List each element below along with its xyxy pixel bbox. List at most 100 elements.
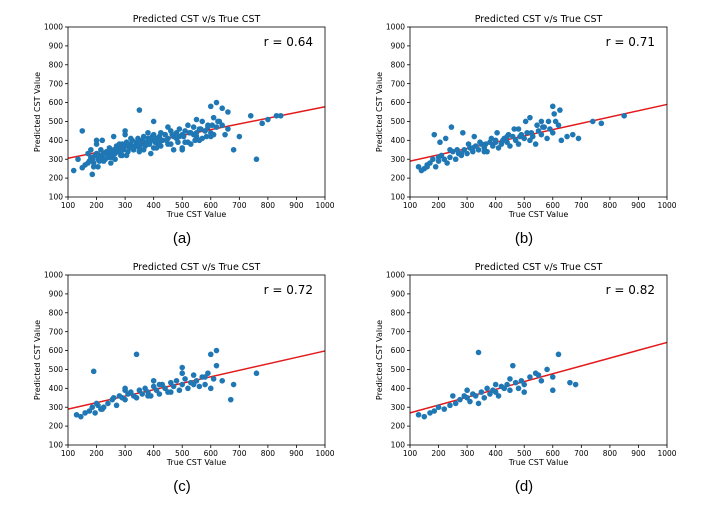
x-tick-label: 300 (460, 201, 475, 210)
y-tick-label: 900 (49, 289, 64, 298)
data-point (222, 131, 228, 138)
data-point (106, 154, 113, 161)
scatter-points (415, 103, 627, 174)
y-tick-label: 300 (391, 155, 406, 164)
data-point (504, 133, 510, 140)
data-point (442, 135, 449, 142)
y-tick-label: 300 (49, 155, 64, 164)
data-point (122, 396, 128, 403)
data-point (524, 129, 530, 136)
data-point (521, 381, 528, 388)
x-tick-label: 100 (61, 449, 76, 458)
data-point (158, 143, 164, 149)
y-tick-label: 600 (391, 346, 406, 355)
data-point (544, 135, 550, 142)
data-point (190, 124, 197, 130)
y-tick-label: 600 (49, 346, 64, 355)
data-point (90, 160, 97, 166)
y-tick-label: 700 (49, 327, 64, 336)
data-point (100, 158, 107, 164)
correlation-annotation: r = 0.82 (606, 283, 655, 297)
data-point (219, 105, 225, 112)
data-point (557, 107, 563, 113)
data-point (133, 351, 140, 358)
data-point (176, 387, 183, 394)
x-tick-label: 100 (61, 201, 76, 210)
data-point (158, 129, 164, 136)
correlation-annotation: r = 0.72 (264, 283, 313, 297)
data-point (236, 133, 243, 140)
data-point (150, 377, 157, 384)
plot-frame (67, 26, 326, 198)
x-tick-label: 900 (631, 449, 646, 458)
data-point (205, 124, 211, 130)
data-point (475, 400, 482, 407)
data-point (472, 393, 479, 399)
data-point (202, 374, 208, 380)
data-point (521, 135, 528, 142)
data-point (253, 156, 260, 163)
data-point (96, 152, 103, 159)
data-point (431, 131, 438, 138)
y-axis-label: Predicted CST Value (375, 320, 384, 400)
data-point (273, 112, 280, 119)
chart-title: Predicted CST v/s True CST (475, 14, 603, 25)
data-point (515, 141, 522, 147)
y-tick-label: 1000 (44, 23, 63, 32)
panel-label: (b) (515, 230, 533, 247)
data-point (555, 351, 562, 358)
data-point (452, 156, 459, 163)
y-tick-label: 700 (391, 327, 406, 336)
data-point (179, 364, 186, 371)
data-point (199, 135, 206, 142)
data-point (210, 376, 217, 382)
x-tick-label: 600 (546, 449, 561, 458)
y-tick-label: 100 (49, 441, 64, 450)
data-point (589, 118, 596, 125)
data-point (431, 408, 438, 414)
x-tick-label: 900 (289, 201, 304, 210)
data-point (549, 374, 556, 380)
data-point (203, 133, 210, 140)
data-point (545, 118, 552, 125)
x-tick-label: 1000 (315, 201, 334, 210)
data-point (202, 381, 208, 388)
data-point (470, 145, 476, 151)
data-point (504, 381, 510, 388)
y-tick-label: 500 (391, 117, 406, 126)
data-point (598, 120, 605, 127)
data-point (558, 137, 565, 144)
data-point (123, 152, 130, 159)
data-point (555, 122, 562, 129)
data-point (458, 150, 465, 157)
data-point (113, 402, 120, 409)
data-point (528, 129, 535, 136)
data-point (190, 372, 197, 378)
y-tick-label: 800 (391, 60, 406, 69)
data-point (179, 370, 186, 377)
data-point (197, 126, 204, 132)
y-tick-label: 400 (391, 384, 406, 393)
panel-label: (c) (173, 478, 191, 495)
data-point (162, 131, 168, 138)
data-point (146, 141, 153, 147)
plot-frame (409, 26, 668, 198)
plot-frame (67, 274, 326, 446)
data-point (535, 372, 542, 378)
data-point (165, 124, 171, 130)
data-point (105, 400, 111, 407)
data-point (447, 402, 453, 409)
scatter-points (415, 349, 579, 420)
chart-panel: Predicted CST v/s True CST 100 200 300 400 50… (375, 262, 677, 495)
data-point (572, 381, 579, 388)
x-tick-label: 500 (175, 449, 190, 458)
data-point (128, 135, 134, 142)
data-point (182, 139, 188, 146)
data-point (515, 126, 522, 132)
data-point (219, 377, 225, 384)
data-point (515, 385, 522, 392)
y-tick-label: 1000 (44, 271, 63, 280)
data-point (219, 122, 225, 129)
x-axis-label: True CST Value (508, 458, 569, 467)
data-point (532, 141, 539, 147)
